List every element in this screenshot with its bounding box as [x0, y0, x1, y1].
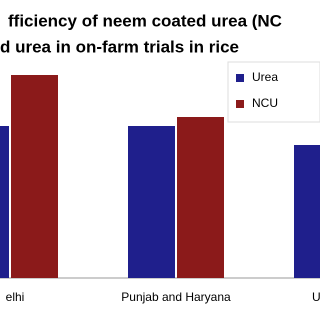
- bar: [0, 126, 9, 278]
- legend: Urea NCU: [227, 61, 320, 123]
- legend-label: NCU: [252, 96, 278, 110]
- legend-box: [227, 61, 320, 123]
- legend-label: Urea: [252, 70, 278, 84]
- bar: [11, 75, 58, 278]
- bar: [177, 117, 224, 278]
- x-tick-label: Punjab and Haryana: [121, 290, 231, 304]
- legend-swatch: [236, 74, 244, 82]
- legend-swatch: [236, 100, 244, 108]
- x-tick-label: elhi: [6, 290, 25, 304]
- x-tick-label: Utt: [312, 290, 320, 304]
- chart-title: d urea in on-farm trials in rice: [0, 37, 239, 56]
- bar: [128, 126, 175, 278]
- bar: [294, 145, 320, 278]
- chart-title: fficiency of neem coated urea (NC: [8, 11, 282, 30]
